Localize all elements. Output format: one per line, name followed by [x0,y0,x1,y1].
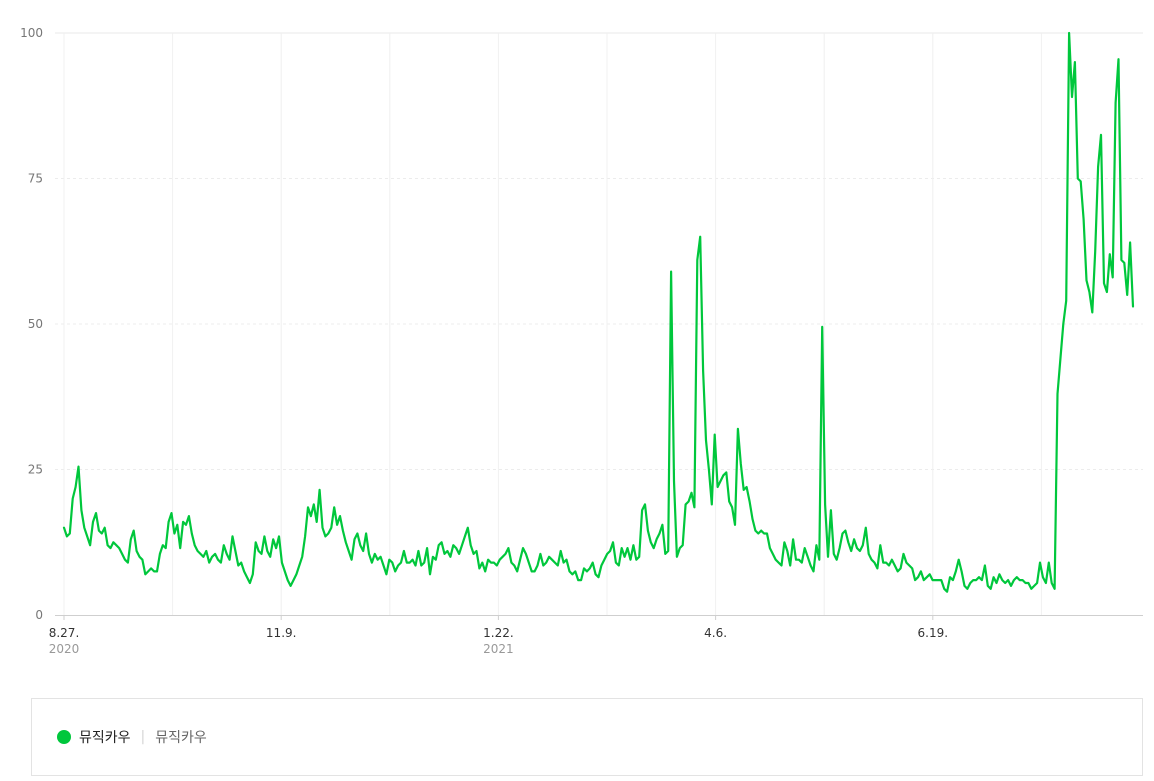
y-tick-label: 50 [28,317,43,331]
x-tick-label: 8.27. [49,626,80,640]
y-tick-label: 0 [35,608,43,622]
legend-series-name: 뮤직카우 [79,730,131,746]
legend-item-series[interactable]: 뮤직카우 | 뮤직카우 [57,727,207,747]
x-axis-labels: 8.27. 2020 11.9. 1.22. 2021 4.6. 6.19. [49,615,948,656]
x-tick-label: 6.19. [918,626,949,640]
x-tick-year-label: 2021 [483,642,514,656]
horizontal-grid [55,32,1143,470]
x-tick-year-label: 2020 [49,642,80,656]
y-tick-label: 75 [28,172,43,186]
x-tick-label: 4.6. [704,626,727,640]
y-axis-labels: 0 25 50 75 100 [20,26,43,622]
legend-separator: | [140,729,146,745]
legend-panel: 뮤직카우 | 뮤직카우 [31,698,1143,776]
vertical-grid [63,33,1042,615]
series-layer [62,31,1135,593]
legend-search-term: 뮤직카우 [155,730,207,746]
legend-dot-icon [57,730,71,744]
x-tick-label: 11.9. [266,626,297,640]
series-line [62,31,1135,593]
x-tick-label: 1.22. [483,626,514,640]
trend-line-chart: 0 25 50 75 100 8.27. 2020 11.9. 1.22. 2021 4.6. 6.… [20,26,1143,656]
y-tick-label: 100 [20,26,43,40]
y-tick-label: 25 [28,463,43,477]
